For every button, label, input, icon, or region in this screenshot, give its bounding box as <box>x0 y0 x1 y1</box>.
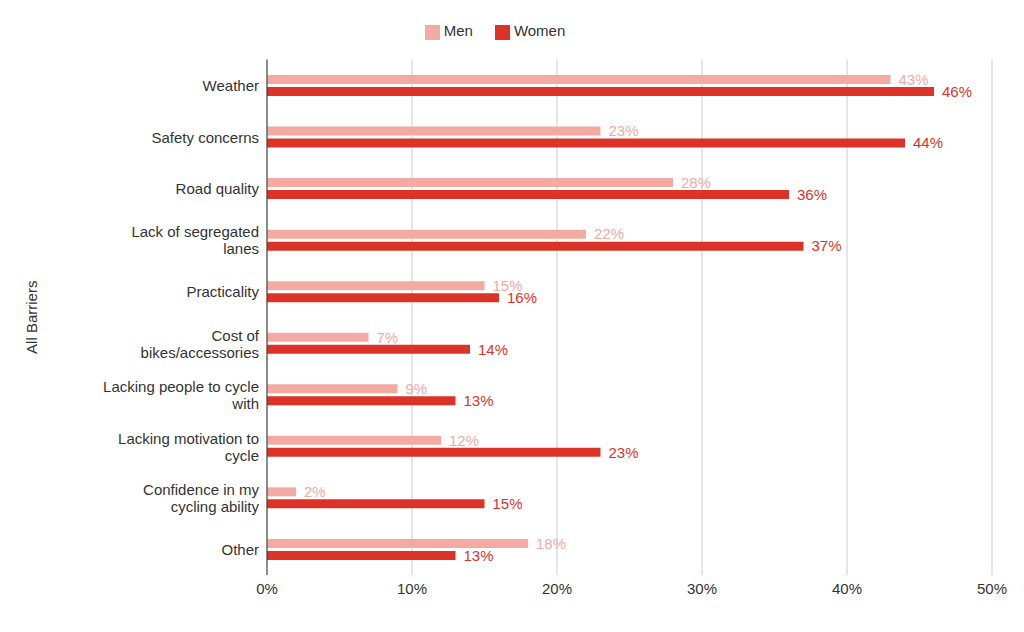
svg-text:Other: Other <box>221 541 259 558</box>
svg-text:Lacking motivation tocycle: Lacking motivation tocycle <box>118 429 259 463</box>
svg-text:15%: 15% <box>493 495 523 512</box>
svg-text:14%: 14% <box>478 341 508 358</box>
svg-text:13%: 13% <box>464 547 494 564</box>
html-text:Men: Men <box>443 22 473 39</box>
svg-text:40%: 40% <box>832 580 862 597</box>
svg-text:18%: 18% <box>536 535 566 552</box>
svg-text:7%: 7% <box>377 329 399 346</box>
svg-text:9%: 9% <box>406 380 428 397</box>
svg-text:Practicality: Practicality <box>186 283 259 300</box>
svg-text:Lack of segregatedlanes: Lack of segregatedlanes <box>131 223 259 257</box>
html-text:Women: Women <box>513 22 566 39</box>
svg-text:Cost ofbikes/accessories: Cost ofbikes/accessories <box>141 326 260 360</box>
svg-text:36%: 36% <box>797 186 827 203</box>
svg-text:Lacking people to cyclewith: Lacking people to cyclewith <box>103 378 259 412</box>
svg-text:22%: 22% <box>594 225 624 242</box>
svg-text:0%: 0% <box>256 580 278 597</box>
svg-text:12%: 12% <box>449 432 479 449</box>
svg-text:All Barriers: All Barriers <box>23 281 40 354</box>
svg-text:Weather: Weather <box>203 77 259 94</box>
svg-text:46%: 46% <box>942 83 972 100</box>
svg-text:43%: 43% <box>899 71 929 88</box>
svg-text:30%: 30% <box>687 580 717 597</box>
svg-text:10%: 10% <box>397 580 427 597</box>
svg-text:Road quality: Road quality <box>176 180 260 197</box>
svg-text:20%: 20% <box>542 580 572 597</box>
svg-text:Confidence in mycycling abilit: Confidence in mycycling ability <box>143 481 259 515</box>
svg-text:2%: 2% <box>304 483 326 500</box>
svg-text:Safety concerns: Safety concerns <box>151 128 259 145</box>
svg-text:23%: 23% <box>609 444 639 461</box>
svg-text:44%: 44% <box>913 134 943 151</box>
svg-text:15%: 15% <box>492 277 523 294</box>
svg-text:16%: 16% <box>507 289 537 306</box>
svg-text:23%: 23% <box>609 122 639 139</box>
svg-text:28%: 28% <box>681 174 711 191</box>
svg-text:37%: 37% <box>812 237 842 254</box>
svg-text:50%: 50% <box>977 580 1007 597</box>
svg-text:13%: 13% <box>464 392 494 409</box>
